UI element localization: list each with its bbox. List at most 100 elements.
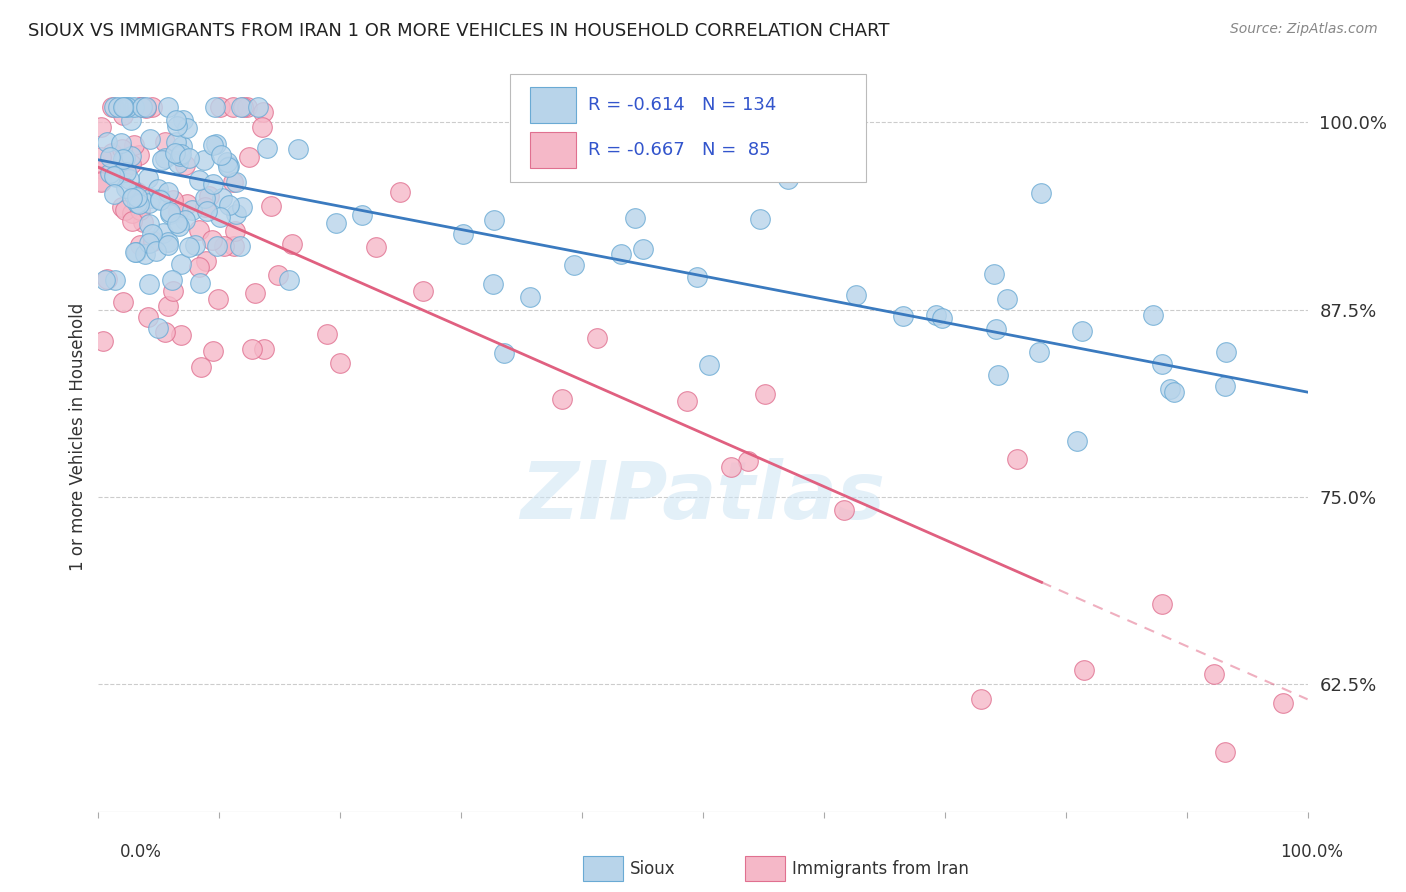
Point [984,321,1007,335]
Point [983,267,1005,281]
Point [110,136,132,150]
Point [184,237,207,252]
Point [138,310,160,325]
Point [995,292,1018,306]
Point [152,226,174,240]
Point [159,207,181,221]
Point [217,160,239,174]
Point [229,239,252,253]
Point [132,215,155,229]
Point [198,188,221,202]
Point [169,149,191,163]
Text: SIOUX VS IMMIGRANTS FROM IRAN 1 OR MORE VEHICLES IN HOUSEHOLD CORRELATION CHART: SIOUX VS IMMIGRANTS FROM IRAN 1 OR MORE … [28,22,890,40]
Point [90,174,112,188]
Point [494,346,516,360]
Point [412,285,434,299]
Point [202,138,225,153]
Point [125,190,148,204]
Point [155,135,177,149]
Y-axis label: 1 or more Vehicles in Household: 1 or more Vehicles in Household [69,303,87,571]
Point [209,210,232,224]
Point [1066,434,1088,448]
Point [104,273,127,287]
Point [224,224,246,238]
Point [277,273,299,287]
Point [122,138,145,153]
Point [124,244,146,259]
Point [115,181,138,195]
Point [970,691,993,706]
Point [112,153,135,167]
Text: 100.0%: 100.0% [1279,843,1343,861]
Point [194,254,217,268]
Point [631,242,654,256]
Point [135,100,157,114]
Point [1005,451,1028,466]
Point [103,186,125,201]
Point [166,136,188,150]
Point [205,136,228,151]
Point [121,205,143,219]
Point [247,100,270,114]
Point [90,175,112,189]
Point [187,222,209,236]
Point [90,150,112,164]
Point [232,100,254,114]
Point [252,105,274,120]
Point [250,120,273,134]
Point [145,244,167,258]
Point [350,208,373,222]
Point [315,327,337,342]
Point [1031,186,1053,201]
Point [129,100,152,114]
Point [176,121,198,136]
Point [325,216,347,230]
Point [141,100,163,114]
Point [165,112,187,127]
Point [482,213,505,227]
Point [136,170,159,185]
Point [256,141,278,155]
Point [139,191,162,205]
Text: R = -0.667   N =  85: R = -0.667 N = 85 [588,142,770,160]
Point [128,203,150,218]
Point [117,100,139,114]
Point [125,196,148,211]
Point [128,237,150,252]
Point [105,170,128,185]
Point [114,165,136,179]
Point [96,272,118,286]
Point [1163,384,1185,399]
Point [120,149,142,163]
Text: ZIPatlas: ZIPatlas [520,458,886,536]
Point [754,386,776,401]
Point [253,342,276,356]
Point [98,150,121,164]
Point [218,198,240,212]
Point [720,459,742,474]
Point [194,191,217,205]
Point [208,100,231,114]
Point [166,216,188,230]
Point [170,139,193,153]
Point [1215,745,1237,759]
Point [281,237,304,252]
Point [931,310,953,325]
Point [1073,664,1095,678]
Point [121,214,143,228]
Point [204,100,226,114]
Point [153,325,176,339]
Point [1215,345,1237,359]
Point [212,239,235,253]
Point [225,175,247,189]
Point [236,100,259,114]
Point [676,394,699,409]
Point [131,100,153,114]
Point [697,358,720,372]
Point [1152,357,1174,371]
Point [128,147,150,161]
Point [685,269,707,284]
Point [1150,597,1173,611]
Point [1142,308,1164,322]
Point [222,175,245,189]
